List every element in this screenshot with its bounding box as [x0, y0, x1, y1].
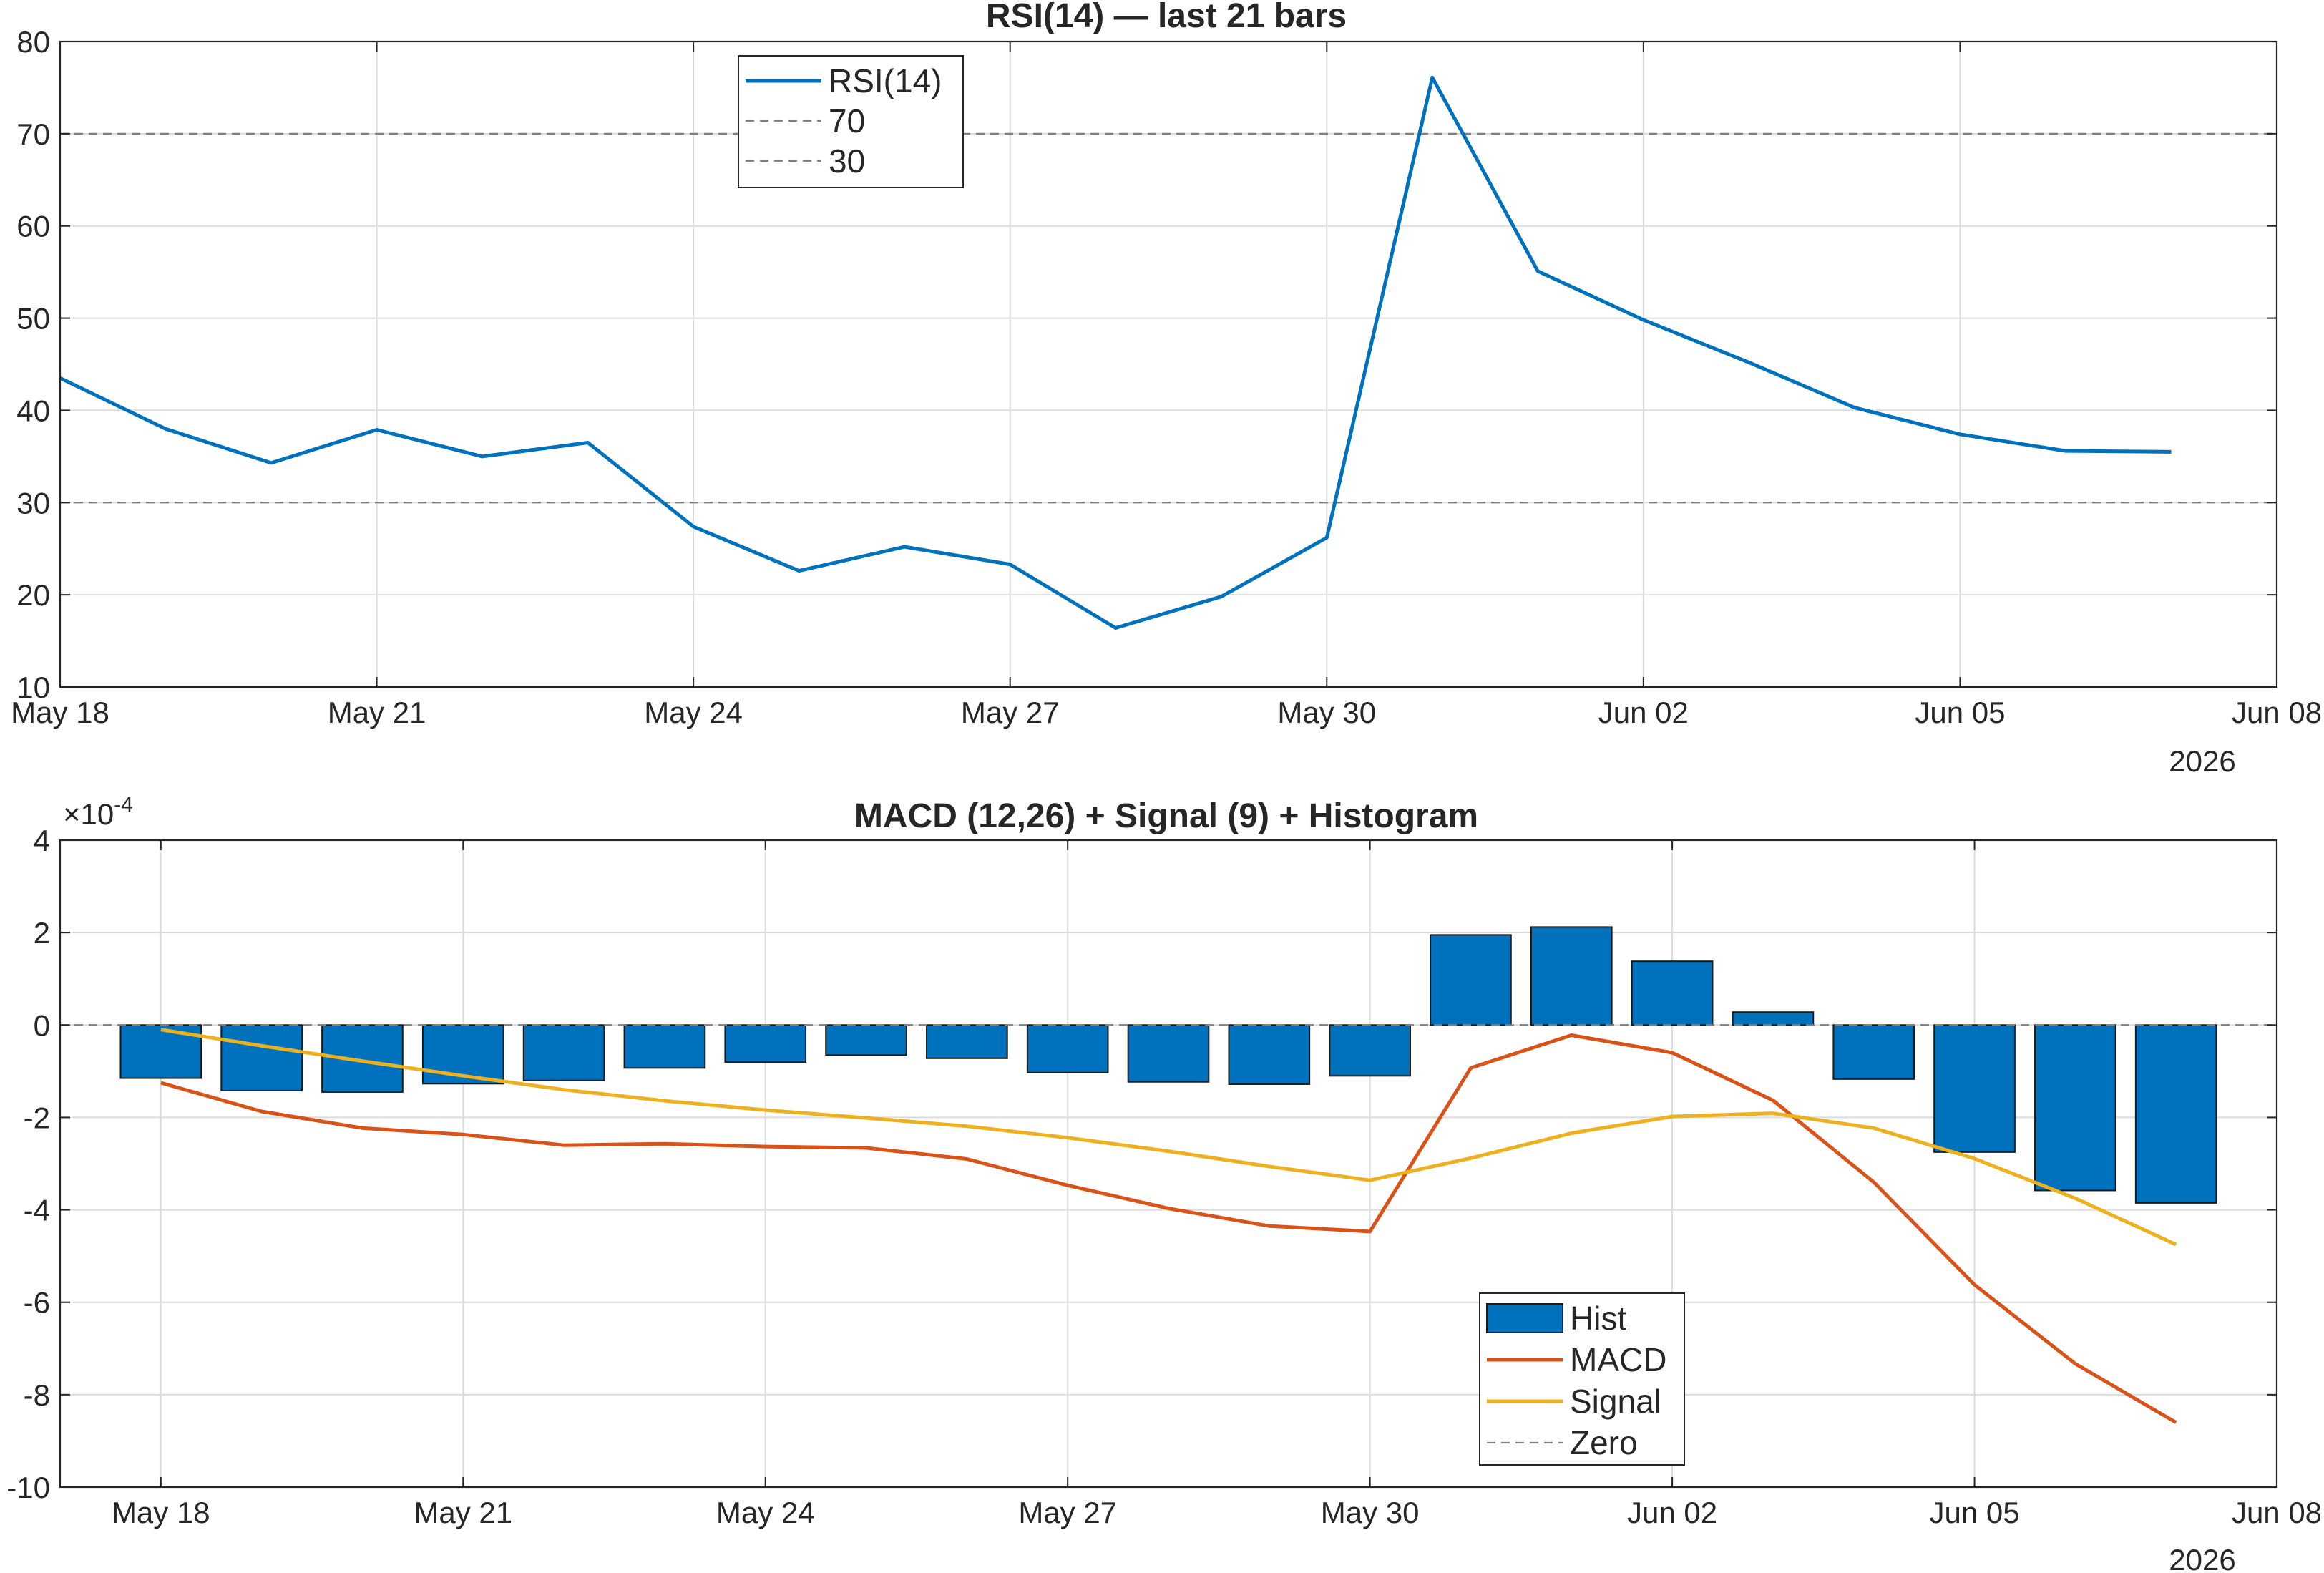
rsi-x-tick-label: May 27 — [961, 696, 1060, 729]
macd-hist-bar — [220, 1024, 303, 1091]
rsi-legend-label: 30 — [829, 142, 865, 180]
rsi-y-tick-label: 60 — [16, 210, 50, 243]
macd-x-tick-label: May 27 — [1018, 1496, 1117, 1529]
macd-hist-bar — [321, 1024, 404, 1093]
macd-x-tick-label: Jun 02 — [1627, 1496, 1717, 1529]
rsi-y-tick-label: 40 — [16, 394, 50, 427]
macd-hist-bar — [1732, 1011, 1815, 1026]
rsi-y-tick-label: 10 — [16, 671, 50, 704]
macd-year-label: 2026 — [2169, 1543, 2235, 1573]
macd-hist-bar — [2034, 1024, 2116, 1192]
rsi-axes-box — [59, 40, 2278, 688]
macd-y-tick-label: -4 — [24, 1194, 50, 1227]
macd-legend-swatch — [1486, 1303, 1563, 1333]
macd-hist-bar — [825, 1024, 907, 1056]
exponent-base: ×10 — [63, 797, 114, 831]
rsi-y-tick-label: 30 — [16, 486, 50, 520]
macd-hist-bar — [421, 1024, 504, 1085]
rsi-x-tick-label: May 30 — [1277, 696, 1376, 729]
macd-hist-bar — [1631, 960, 1714, 1026]
macd-hist-bar — [623, 1024, 706, 1069]
rsi-year-label: 2026 — [2169, 744, 2235, 778]
macd-hist-bar — [1933, 1024, 2016, 1153]
macd-hist-bar — [926, 1024, 1008, 1059]
macd-chart: MACD (12,26) + Signal (9) + Histogram ×1… — [6, 793, 2322, 1573]
macd-y-tick-label: 2 — [34, 916, 50, 950]
macd-hist-bar — [522, 1024, 605, 1081]
rsi-chart-title: RSI(14) — last 21 bars — [986, 0, 1347, 35]
macd-y-tick-label: -10 — [6, 1471, 50, 1504]
macd-x-tick-label: Jun 08 — [2232, 1496, 2322, 1529]
macd-x-tick-label: May 21 — [414, 1496, 512, 1529]
rsi-x-tick-label: Jun 05 — [1915, 696, 2005, 729]
macd-hist-bar — [1530, 926, 1613, 1026]
macd-exponent-label: ×10-4 — [63, 793, 133, 831]
macd-legend: Hist MACD Signal Zero — [1479, 1292, 1685, 1466]
macd-legend-label: Hist — [1570, 1300, 1626, 1337]
rsi-line-rsi-14- — [59, 75, 2172, 630]
rsi-x-tick-label: Jun 08 — [2232, 696, 2322, 729]
macd-x-tick-label: May 18 — [112, 1496, 210, 1529]
rsi-x-tick-label: May 18 — [11, 696, 109, 729]
rsi-plot-area — [60, 42, 2277, 687]
rsi-y-tick-label: 50 — [16, 302, 50, 336]
macd-axes-box — [59, 839, 2278, 1489]
rsi-chart: RSI(14) — last 21 bars 2026 May 18 May 21… — [11, 0, 2322, 778]
macd-hist-bar — [1228, 1024, 1311, 1085]
macd-x-tick-label: Jun 05 — [1929, 1496, 2019, 1529]
macd-legend-label: Signal — [1570, 1383, 1661, 1420]
macd-hist-bar — [724, 1024, 807, 1063]
macd-legend-label: MACD — [1570, 1341, 1666, 1378]
rsi-legend-label: 70 — [829, 102, 865, 140]
rsi-x-tick-label: Jun 02 — [1598, 696, 1689, 729]
macd-x-tick-label: May 24 — [716, 1496, 815, 1529]
macd-y-tick-label: -8 — [24, 1378, 50, 1412]
rsi-y-tick-label: 70 — [16, 117, 50, 151]
rsi-x-tick-label: May 24 — [644, 696, 743, 729]
rsi-legend-label: RSI(14) — [829, 62, 942, 99]
macd-y-tick-label: -2 — [24, 1101, 50, 1134]
macd-hist-bar — [1430, 934, 1512, 1026]
macd-line-macd — [160, 1033, 2177, 1424]
macd-x-tick-label: May 30 — [1321, 1496, 1420, 1529]
macd-line-signal — [160, 1028, 2177, 1247]
macd-legend-label: Zero — [1570, 1424, 1638, 1461]
rsi-y-tick-label: 80 — [16, 25, 50, 59]
macd-hist-bar — [1832, 1024, 1915, 1080]
macd-plot-area — [60, 840, 2277, 1487]
rsi-x-tick-label: May 21 — [328, 696, 426, 729]
macd-y-tick-label: -6 — [24, 1286, 50, 1320]
macd-hist-bar — [1026, 1024, 1109, 1073]
macd-hist-bar — [1127, 1024, 1210, 1083]
macd-y-tick-label: 4 — [34, 824, 50, 857]
exponent-power: -4 — [114, 793, 133, 817]
macd-hist-bar — [2134, 1024, 2217, 1204]
macd-y-tick-label: 0 — [34, 1008, 50, 1042]
macd-chart-title: MACD (12,26) + Signal (9) + Histogram — [854, 797, 1478, 835]
macd-hist-bar — [1329, 1024, 1411, 1077]
rsi-y-tick-label: 20 — [16, 578, 50, 612]
